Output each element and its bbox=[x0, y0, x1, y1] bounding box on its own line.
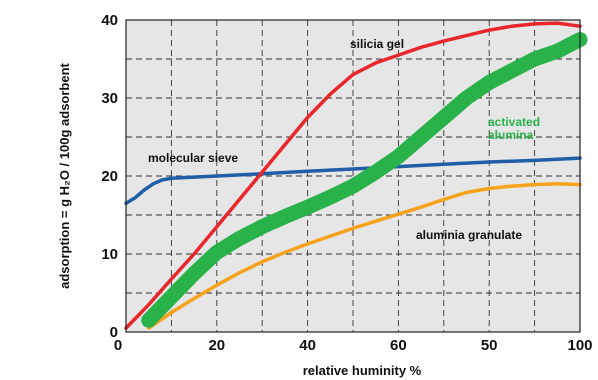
series-label-aluminia-granulate: aluminia granulate bbox=[416, 228, 522, 242]
y-tick-label: 30 bbox=[101, 90, 118, 107]
series-label-silicia-gel: silicia gel bbox=[350, 37, 404, 51]
x-tick-label: 50 bbox=[481, 337, 498, 354]
series-line-silicia-gel bbox=[124, 21, 582, 330]
y-tick-label: 0 bbox=[110, 324, 118, 341]
series-label-activated-alumina-line1: activated bbox=[488, 115, 540, 129]
tick-labels: 20 40 60 50 100 0 10 20 30 40 0 bbox=[101, 12, 592, 354]
series-label-activated-alumina-line2: alumina bbox=[488, 128, 534, 142]
origin-tick-label: 0 bbox=[114, 337, 122, 354]
y-tick-label: 10 bbox=[101, 246, 118, 263]
series-line-activated-alumina bbox=[141, 32, 588, 328]
x-tick-label: 60 bbox=[390, 337, 407, 354]
x-axis-label: relative huminity % bbox=[303, 363, 422, 378]
series-label-molecular-sieve: molecular sieve bbox=[148, 151, 238, 165]
plot-frame bbox=[125, 19, 581, 333]
x-tick-label: 100 bbox=[567, 337, 592, 354]
series-label-activated-alumina: activated alumina bbox=[488, 115, 543, 142]
x-tick-label: 40 bbox=[299, 337, 316, 354]
series-line-aluminia-granulate bbox=[146, 182, 582, 330]
y-tick-label: 40 bbox=[101, 12, 118, 29]
y-axis-label: adsorption = g H₂O / 100g adsorbent bbox=[57, 62, 72, 288]
y-tick-label: 20 bbox=[101, 168, 118, 185]
series-layer bbox=[124, 21, 588, 330]
x-tick-label: 20 bbox=[208, 337, 225, 354]
